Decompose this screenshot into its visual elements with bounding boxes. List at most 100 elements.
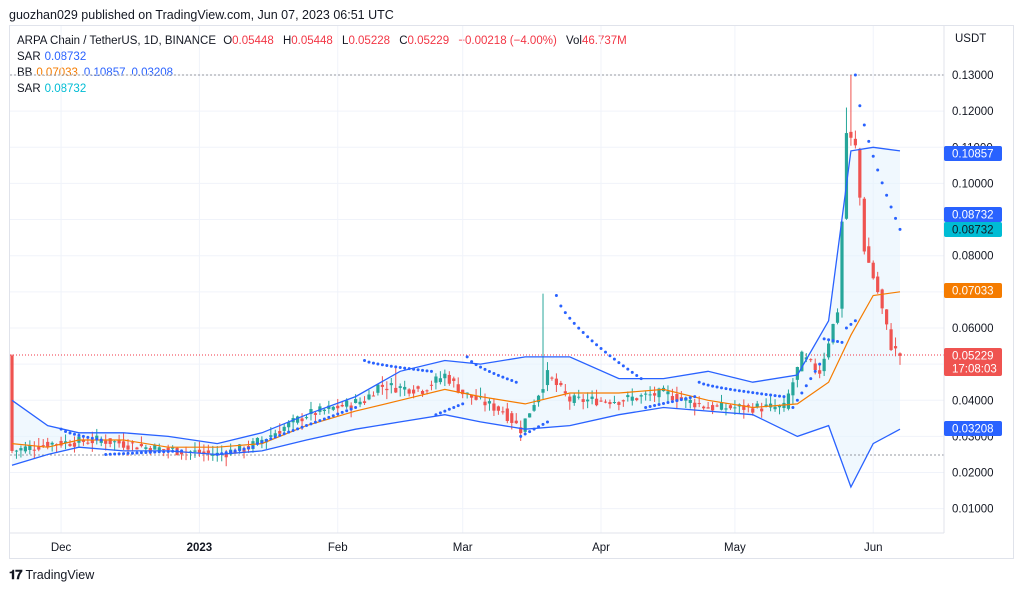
candle-body [880, 289, 884, 309]
sar-dot [300, 425, 304, 429]
sar-dot [541, 422, 545, 426]
sar-dot [809, 377, 813, 381]
candle-body [139, 444, 144, 447]
sar-dot [126, 451, 130, 455]
sar-dot [724, 387, 728, 391]
candle-body [639, 395, 643, 397]
candle-body [452, 378, 456, 381]
legend-bb-row[interactable]: BB 0.07033 0.10857 0.03208 [17, 65, 633, 81]
candle-body [95, 435, 99, 439]
sar-dot [545, 420, 549, 424]
candle-body [371, 395, 376, 397]
sar-dot [853, 73, 857, 77]
candle-body [224, 454, 228, 458]
sar-dot [251, 445, 255, 449]
sar-dot [590, 339, 594, 343]
candle-body [786, 393, 791, 409]
sar-dot [728, 387, 732, 391]
sar-dot [675, 399, 679, 403]
candle-body [197, 449, 202, 454]
candle-body [322, 409, 326, 412]
legend-sar2-row[interactable]: SAR 0.08732 [17, 81, 633, 97]
sar-dot [608, 354, 612, 358]
sar-dot [599, 346, 603, 350]
time-axis[interactable]: Dec 2023 Feb Mar Apr May Jun [51, 542, 883, 554]
candle-body [648, 394, 652, 396]
candle-body [113, 441, 117, 443]
candle-body [871, 262, 875, 279]
sar-dots [59, 73, 902, 456]
sar-dot [470, 360, 474, 364]
candle-body [233, 451, 237, 454]
y-tick-label: 0.10000 [952, 178, 994, 190]
sar-dot [657, 403, 661, 407]
sar-dot [813, 369, 817, 373]
sar-dot [733, 388, 737, 392]
badge-bb-mid: 0.07033 [944, 283, 1002, 298]
x-tick-label: Feb [328, 542, 348, 554]
candle-body [702, 406, 706, 409]
sar-dot [737, 389, 741, 393]
sar-dot [171, 449, 175, 453]
legend-sar1-row[interactable]: SAR 0.08732 [17, 49, 633, 65]
change-value: −0.00218 (−4.00%) [458, 35, 557, 47]
sar-dot [166, 449, 170, 453]
candle-body [72, 442, 77, 447]
candle-body [630, 396, 634, 401]
candle-body [456, 384, 460, 393]
candle-body [376, 384, 380, 393]
candle-body [554, 378, 559, 386]
candle-body [710, 405, 715, 411]
candle-body [447, 374, 451, 384]
sar-dot [840, 340, 844, 344]
symbol-label[interactable]: ARPA Chain / TetherUS, 1D, BINANCE [17, 35, 216, 47]
candle-body [304, 417, 309, 419]
x-tick-label: Dec [51, 542, 72, 554]
sar-dot [889, 205, 893, 209]
candle-body [577, 396, 581, 398]
candle-body [211, 454, 215, 456]
candle-body [697, 403, 701, 405]
candle-body [760, 408, 764, 412]
sar-dot [447, 407, 451, 411]
sar1-label: SAR [17, 51, 41, 63]
sar-dot [483, 367, 487, 371]
sar-dot [635, 373, 639, 377]
candle-body [282, 426, 286, 431]
sar-dot [242, 447, 246, 451]
sar-dot [822, 337, 826, 341]
open-value: 0.05448 [232, 35, 274, 47]
candle-body [715, 405, 719, 407]
candle-body [340, 404, 344, 407]
svg-text:0.05229: 0.05229 [952, 351, 994, 363]
candle-body [389, 383, 393, 386]
brand-name: TradingView [25, 568, 95, 582]
candle-body [675, 394, 679, 402]
sar-dot [376, 362, 380, 366]
sar-dot [653, 404, 657, 408]
candle-body [688, 399, 692, 403]
sar-dot [559, 304, 563, 308]
candle-body [28, 445, 32, 450]
sar-dot [791, 405, 795, 409]
candle-body [336, 405, 340, 409]
sar-dot [621, 364, 625, 368]
sar-dot [153, 450, 157, 454]
candle-body [844, 133, 849, 219]
candle-body [492, 403, 496, 411]
candle-body [461, 389, 465, 395]
sar-dot [577, 326, 581, 330]
sar-dot [778, 394, 782, 398]
sar-dot [586, 335, 590, 339]
sar-dot [108, 452, 112, 456]
candle-body [510, 413, 514, 423]
sar-dot [537, 425, 541, 429]
sar-dot [818, 362, 822, 366]
candle-body [862, 198, 866, 252]
candle-body [443, 373, 447, 379]
footer-brand[interactable]: 𝟏𝟕 TradingView [9, 567, 94, 583]
candle-body [331, 406, 335, 410]
candle-body [251, 441, 255, 449]
high-value: 0.05448 [291, 35, 333, 47]
